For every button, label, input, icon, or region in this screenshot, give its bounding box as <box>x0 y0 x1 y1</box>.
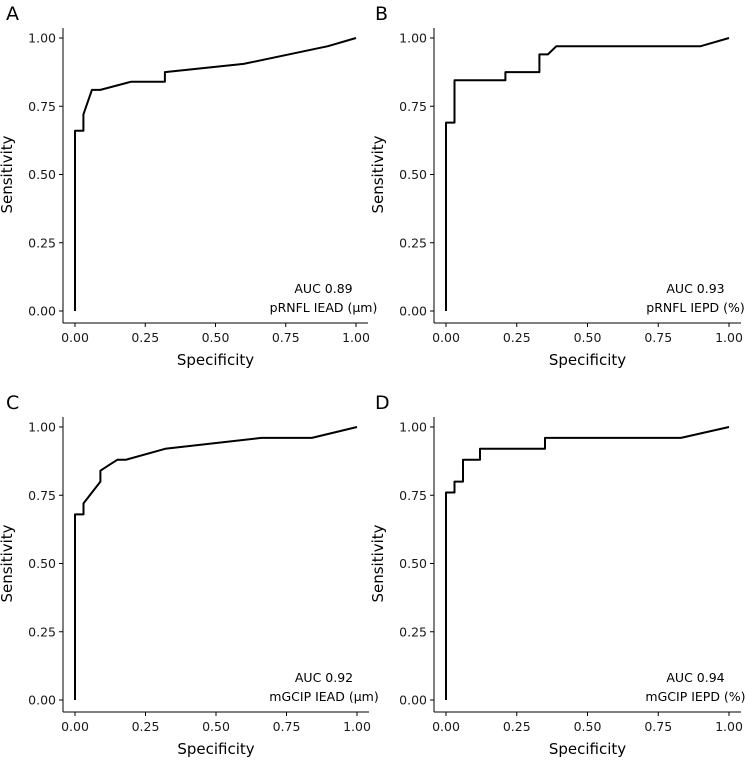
x-tick-label: 0.75 <box>273 719 301 734</box>
roc-panel-d: D 0.00 0.25 0.50 0.75 1.00 0.00 0.25 0.50 0.75 1.0… <box>369 392 746 758</box>
x-tick-label: 0.00 <box>432 330 460 345</box>
x-tick-label: 0.50 <box>202 330 230 345</box>
y-tick-label: 0.75 <box>399 488 427 503</box>
y-tick-label: 0.50 <box>399 167 427 182</box>
y-axis-title: Sensitivity <box>369 524 387 602</box>
x-tick-label: 0.00 <box>61 330 89 345</box>
y-axis-title: Sensitivity <box>0 135 16 213</box>
x-tick-label: 1.00 <box>715 719 743 734</box>
y-tick-label: 0.75 <box>28 488 56 503</box>
y-tick-label: 0.00 <box>399 304 427 319</box>
roc-curve <box>445 426 730 700</box>
panel-letter: C <box>6 392 19 414</box>
x-tick-label: 0.75 <box>272 330 300 345</box>
y-tick-label: 1.00 <box>399 420 427 435</box>
measure-label: mGCIP IEPD (%) <box>645 689 745 704</box>
x-tick-label: 0.75 <box>644 330 672 345</box>
x-axis-title: Specificity <box>177 740 254 758</box>
y-axis-title: Sensitivity <box>369 135 387 213</box>
y-tick-label: 0.00 <box>399 693 427 708</box>
y-tick-label: 0.25 <box>28 624 56 639</box>
x-tick-label: 0.25 <box>503 330 531 345</box>
roc-panel-c: C 0.00 0.25 0.50 0.75 1.00 0.00 0.25 0.50 0.75 1.0… <box>0 392 379 758</box>
x-tick-label: 0.00 <box>432 719 460 734</box>
panel-letter: A <box>6 3 19 25</box>
y-tick-label: 0.75 <box>28 99 56 114</box>
auc-label: AUC 0.93 <box>666 281 724 296</box>
y-tick-label: 1.00 <box>399 31 427 46</box>
auc-label: AUC 0.92 <box>295 670 353 685</box>
y-axis-title: Sensitivity <box>0 524 16 602</box>
x-tick-label: 1.00 <box>715 330 743 345</box>
x-tick-label: 1.00 <box>343 719 371 734</box>
x-tick-label: 0.75 <box>644 719 672 734</box>
y-tick-label: 0.25 <box>28 235 56 250</box>
x-tick-label: 0.50 <box>574 719 602 734</box>
x-tick-label: 0.25 <box>131 330 159 345</box>
auc-label: AUC 0.89 <box>294 281 352 296</box>
roc-curve <box>74 426 358 700</box>
y-tick-label: 0.50 <box>399 556 427 571</box>
roc-panel-a: A 0.00 0.25 0.50 0.75 1.00 0.00 0.25 0.50 0.75 1.0… <box>0 3 377 369</box>
y-tick-label: 0.50 <box>28 167 56 182</box>
roc-curve <box>445 37 730 311</box>
x-tick-label: 0.50 <box>574 330 602 345</box>
y-tick-label: 0.00 <box>28 304 56 319</box>
y-tick-label: 0.00 <box>28 693 56 708</box>
x-axis-title: Specificity <box>549 740 626 758</box>
x-axis-title: Specificity <box>177 351 254 369</box>
panel-letter: B <box>375 3 388 25</box>
x-tick-label: 1.00 <box>342 330 370 345</box>
measure-label: pRNFL IEAD (µm) <box>270 300 378 315</box>
measure-label: mGCIP IEAD (µm) <box>269 689 378 704</box>
roc-panel-b: B 0.00 0.25 0.50 0.75 1.00 0.00 0.25 0.50 0.75 1.0… <box>369 3 745 369</box>
y-tick-label: 0.75 <box>399 99 427 114</box>
y-tick-label: 1.00 <box>28 31 56 46</box>
y-tick-label: 0.25 <box>399 235 427 250</box>
x-tick-label: 0.00 <box>61 719 89 734</box>
measure-label: pRNFL IEPD (%) <box>646 300 744 315</box>
y-tick-label: 1.00 <box>28 420 56 435</box>
x-tick-label: 0.25 <box>503 719 531 734</box>
roc-curve <box>74 37 357 311</box>
x-axis-title: Specificity <box>549 351 626 369</box>
auc-label: AUC 0.94 <box>666 670 724 685</box>
y-tick-label: 0.25 <box>399 624 427 639</box>
x-tick-label: 0.50 <box>202 719 230 734</box>
y-tick-label: 0.50 <box>28 556 56 571</box>
panel-letter: D <box>375 392 390 414</box>
x-tick-label: 0.25 <box>132 719 160 734</box>
